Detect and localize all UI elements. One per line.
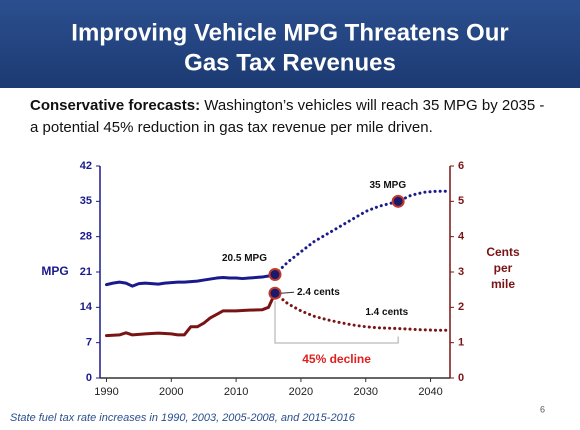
y2-tick-label: 6 xyxy=(458,160,464,172)
data-line xyxy=(273,189,452,277)
subtitle-lead: Conservative forecasts: xyxy=(30,97,200,114)
subtitle-line: Conservative forecasts: Washington’s veh… xyxy=(30,97,544,114)
x-tick-label: 2030 xyxy=(353,386,377,398)
y-tick-label: 0 xyxy=(86,372,92,384)
annotation: 45% decline xyxy=(302,352,371,366)
x-tick-label: 2010 xyxy=(224,386,248,398)
y2-tick-label: 1 xyxy=(458,337,464,349)
y-tick-label: 35 xyxy=(80,195,92,207)
chart: 0 7 14 21 28 35 42 0 1 2 3 4 5 6 1990 2000 2010 2020 2030 2… xyxy=(41,160,520,398)
title-line: Improving Vehicle MPG Threatens Our xyxy=(71,19,508,46)
y-tick-label: 14 xyxy=(80,301,93,313)
annotation-leader xyxy=(280,291,295,294)
y2-tick-label: 0 xyxy=(458,372,464,384)
header-banner xyxy=(0,0,580,88)
x-tick-label: 2020 xyxy=(289,386,313,398)
y2-tick-label: 4 xyxy=(458,231,465,243)
y-tick-label: 42 xyxy=(80,160,92,172)
annotation: 1.4 cents xyxy=(365,307,408,318)
data-line xyxy=(104,291,277,338)
x-tick-label: 2040 xyxy=(418,386,442,398)
y2-tick-label: 2 xyxy=(458,301,464,313)
decline-bracket xyxy=(274,301,399,344)
y-axis-label: MPG xyxy=(41,264,68,278)
annotation: 20.5 MPG xyxy=(222,253,267,264)
data-line xyxy=(273,291,452,332)
data-line xyxy=(104,273,277,288)
y2-axis-label: Cents xyxy=(486,245,520,259)
x-tick-label: 1990 xyxy=(94,386,118,398)
subtitle-text: Washington’s vehicles will reach 35 MPG … xyxy=(204,97,544,114)
annotation: 2.4 cents xyxy=(297,287,340,298)
y2-tick-label: 3 xyxy=(458,266,464,278)
y2-axis-label: mile xyxy=(491,277,515,291)
y2-tick-label: 5 xyxy=(458,195,464,207)
annotation: 35 MPG xyxy=(369,180,406,191)
y-tick-label: 7 xyxy=(86,337,92,349)
highlight-point xyxy=(268,268,282,282)
footnote: State fuel tax rate increases in 1990, 2… xyxy=(10,412,356,424)
y2-axis-label: per xyxy=(494,261,513,275)
title-line: Gas Tax Revenues xyxy=(184,49,396,76)
page-number: 6 xyxy=(540,404,545,414)
highlight-point xyxy=(391,194,405,208)
highlight-point xyxy=(268,286,282,300)
y-tick-label: 21 xyxy=(80,266,92,278)
subtitle-line: a potential 45% reduction in gas tax rev… xyxy=(30,119,433,136)
y-tick-label: 28 xyxy=(80,231,92,243)
x-tick-label: 2000 xyxy=(159,386,183,398)
